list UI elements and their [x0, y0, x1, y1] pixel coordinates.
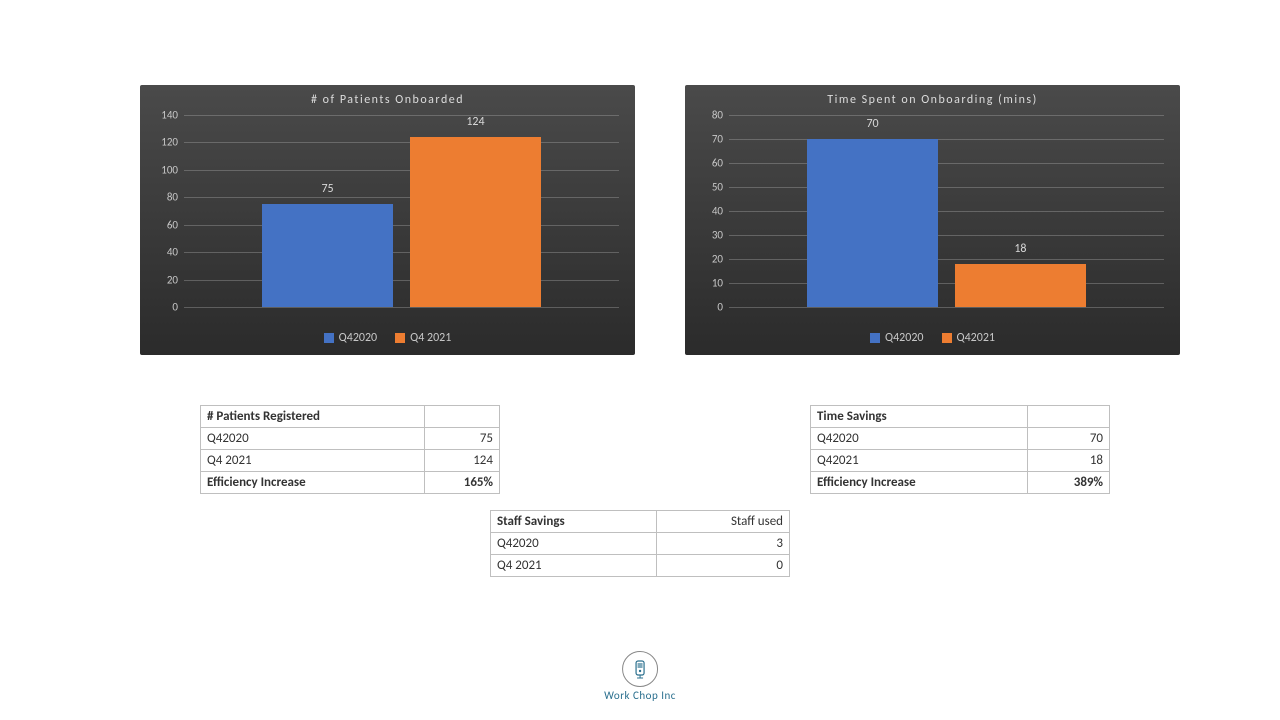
table-footer: Efficiency Increase165%	[201, 472, 500, 494]
grid-line	[729, 115, 1164, 116]
table-header-left: Staff Savings	[491, 511, 657, 533]
bar-value-label: 70	[866, 117, 878, 131]
legend-label: Q42020	[885, 331, 923, 345]
legend-item: Q42020	[324, 331, 377, 345]
legend-label: Q42021	[957, 331, 995, 345]
plot-area: 010203040506070807018	[729, 115, 1164, 307]
legend-item: Q42021	[942, 331, 995, 345]
y-tick-label: 60	[148, 218, 178, 231]
legend-swatch	[870, 333, 880, 343]
y-tick-label: 0	[148, 301, 178, 314]
legend-label: Q4 2021	[410, 331, 451, 345]
grid-line	[184, 170, 619, 171]
y-tick-label: 30	[693, 229, 723, 242]
patients-registered-table: # Patients Registered Q4202075 Q4 202112…	[200, 405, 500, 494]
table-row: Q4202070	[811, 428, 1110, 450]
grid-line	[729, 211, 1164, 212]
chart-bar: 124	[410, 137, 541, 307]
grid-line	[184, 280, 619, 281]
legend-item: Q4 2021	[395, 331, 451, 345]
grid-line	[184, 115, 619, 116]
legend-label: Q42020	[339, 331, 377, 345]
legend-swatch	[942, 333, 952, 343]
chart-bar: 70	[807, 139, 938, 307]
company-logo: Work Chop Inc	[604, 651, 676, 702]
grid-line	[729, 283, 1164, 284]
table-row: Q420203	[491, 533, 790, 555]
table-row: Q4202118	[811, 450, 1110, 472]
chart-legend: Q42020 Q4 2021	[140, 331, 635, 345]
grid-line	[184, 252, 619, 253]
staff-savings-table: Staff SavingsStaff used Q420203 Q4 20210	[490, 510, 790, 577]
y-tick-label: 120	[148, 136, 178, 149]
y-tick-label: 60	[693, 157, 723, 170]
grid-line	[184, 197, 619, 198]
y-tick-label: 10	[693, 277, 723, 290]
logo-text: Work Chop Inc	[604, 689, 676, 702]
y-tick-label: 20	[148, 273, 178, 286]
time-spent-chart: Time Spent on Onboarding (mins) 0 10 20 30 4…	[685, 85, 1180, 355]
table-row: Q4 20210	[491, 555, 790, 577]
center-table-wrap: Staff SavingsStaff used Q420203 Q4 20210	[0, 510, 1280, 577]
y-tick-label: 100	[148, 163, 178, 176]
chart-bar: 75	[262, 204, 393, 307]
bar-value-label: 18	[1014, 242, 1026, 256]
tables-row: # Patients Registered Q4202075 Q4 202112…	[0, 355, 1280, 494]
y-tick-label: 20	[693, 253, 723, 266]
grid-line	[184, 142, 619, 143]
legend-swatch	[395, 333, 405, 343]
grid-line	[729, 259, 1164, 260]
grid-line	[729, 139, 1164, 140]
y-tick-label: 70	[693, 133, 723, 146]
chart-bar: 18	[955, 264, 1086, 307]
grid-line	[729, 235, 1164, 236]
table-header: Time Savings	[811, 406, 1028, 428]
bar-value-label: 124	[466, 115, 484, 129]
y-tick-label: 0	[693, 301, 723, 314]
y-tick-label: 80	[693, 109, 723, 122]
table-row: Q4202075	[201, 428, 500, 450]
grid-line	[729, 307, 1164, 308]
y-tick-label: 80	[148, 191, 178, 204]
table-row: Q4 2021124	[201, 450, 500, 472]
grid-line	[184, 307, 619, 308]
y-tick-label: 50	[693, 181, 723, 194]
y-tick-label: 40	[148, 246, 178, 259]
chart-title: Time Spent on Onboarding (mins)	[685, 85, 1180, 107]
grid-line	[729, 163, 1164, 164]
patients-onboarded-chart: # of Patients Onboarded 0204060801001201…	[140, 85, 635, 355]
y-tick-label: 40	[693, 205, 723, 218]
logo-icon	[622, 651, 658, 687]
legend-item: Q42020	[870, 331, 923, 345]
time-savings-table: Time Savings Q4202070 Q4202118 Efficienc…	[810, 405, 1110, 494]
legend-swatch	[324, 333, 334, 343]
table-footer: Efficiency Increase389%	[811, 472, 1110, 494]
chart-legend: Q42020 Q42021	[685, 331, 1180, 345]
table-header: # Patients Registered	[201, 406, 425, 428]
grid-line	[729, 187, 1164, 188]
grid-line	[184, 225, 619, 226]
table-header-right: Staff used	[656, 511, 790, 533]
charts-row: # of Patients Onboarded 0204060801001201…	[0, 0, 1280, 355]
y-tick-label: 140	[148, 109, 178, 122]
chart-title: # of Patients Onboarded	[140, 85, 635, 107]
plot-area: 02040608010012014075124	[184, 115, 619, 307]
bar-value-label: 75	[321, 182, 333, 196]
